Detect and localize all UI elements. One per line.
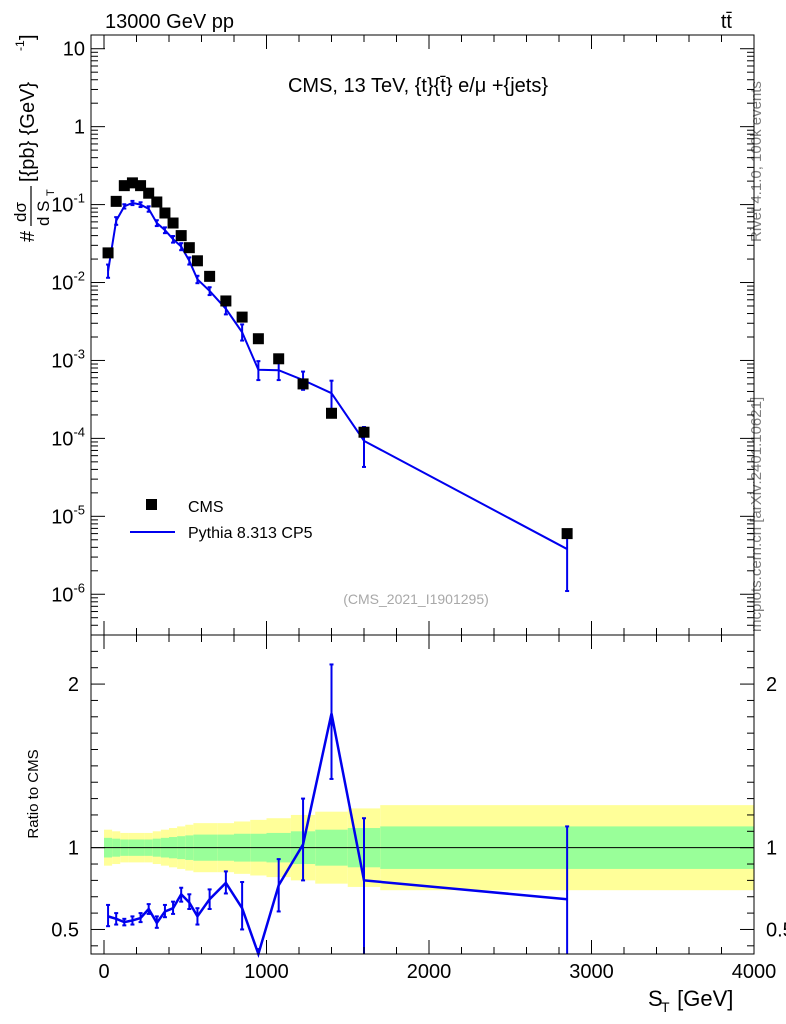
- y-label-hash: #: [17, 230, 39, 242]
- y-label-unit-close: ]: [17, 34, 39, 40]
- y-label-unit-sup: -1: [13, 40, 27, 51]
- upper-plot-frame: [90, 34, 755, 636]
- x-tick-label: 2000: [407, 961, 452, 983]
- upper-y-tick-label: 10-5: [51, 502, 85, 528]
- lower-y-tick-label: 2: [68, 674, 79, 696]
- x-label-sub: T: [661, 999, 670, 1015]
- cms-data-point: [175, 230, 187, 242]
- legend: CMS Pythia 8.313 CP5: [130, 499, 313, 542]
- cms-data-point: [220, 295, 232, 307]
- lower-y-tick-label: 1: [68, 838, 79, 860]
- cms-data-point: [167, 217, 179, 229]
- rivet-version-label: Rivet 4.1.0, 100k events: [748, 81, 765, 242]
- cms-data-point: [151, 196, 163, 208]
- cms-data-point: [358, 426, 370, 438]
- y-label-frac-den: d S: [34, 200, 53, 226]
- upper-y-tick-label: 10-1: [51, 191, 85, 217]
- upper-y-tick-label: 10-6: [51, 580, 85, 606]
- cms-data-point: [118, 180, 130, 192]
- cms-data-point: [110, 195, 122, 207]
- legend-pythia-label: Pythia 8.313 CP5: [188, 525, 313, 542]
- lower-y-tick-label-right: 1: [766, 838, 777, 860]
- cms-data-point: [191, 255, 203, 267]
- y-label-frac-den-sub: T: [45, 189, 57, 196]
- cms-data-point: [273, 353, 285, 365]
- upper-y-tick-label: 10-3: [51, 346, 85, 372]
- x-tick-label: 1000: [244, 961, 289, 983]
- lower-panel: 0.5 0.5 1 1 2 2 0 1000 2000 3000 4000 Ratio to CMS…: [25, 634, 786, 1015]
- y-label-unit: [{pb} {GeV}: [17, 82, 39, 182]
- cms-data-point: [102, 247, 114, 259]
- upper-y-tick-label: 1: [74, 117, 85, 139]
- legend-cms-marker: [146, 499, 157, 510]
- cms-data-point: [143, 187, 155, 199]
- cms-data-point: [159, 207, 171, 219]
- cms-data-point: [252, 333, 264, 345]
- lower-y-tick-label-right: 2: [766, 674, 777, 696]
- x-tick-label: 0: [98, 961, 109, 983]
- upper-y-tick-label: 10-2: [51, 269, 85, 295]
- cms-data-point: [204, 270, 216, 282]
- lower-y-tick-label-right: 0.5: [766, 919, 786, 941]
- cms-data-point: [297, 378, 309, 390]
- x-tick-label: 3000: [569, 961, 614, 983]
- process-label: tt̄: [721, 11, 733, 33]
- x-tick-label: 4000: [732, 961, 777, 983]
- cms-data-point: [183, 242, 195, 254]
- cms-data-point: [561, 528, 573, 540]
- legend-cms-label: CMS: [188, 499, 224, 516]
- cms-data-point: [126, 177, 138, 189]
- cms-data-point: [135, 180, 147, 192]
- x-label-unit: [GeV]: [671, 986, 733, 1011]
- mcplots-label: mcplots.cern.ch [arXiv:2401.10621]: [748, 397, 765, 632]
- upper-y-tick-label: 10: [63, 39, 85, 61]
- upper-panel: 10-6 10-5 10-4 10-3 10-2 10-1 1 10 CMS, 13 TeV,…: [11, 34, 755, 636]
- x-axis-label: S T [GeV]: [648, 986, 733, 1015]
- y-label-frac-num: dσ: [11, 202, 30, 222]
- upper-y-tick-label: 10-4: [51, 424, 85, 450]
- ratio-y-axis-label: Ratio to CMS: [25, 749, 42, 838]
- upper-y-axis-label: # dσ d S T [{pb} {GeV} -1 ]: [11, 34, 57, 242]
- beam-label: 13000 GeV pp: [105, 11, 234, 33]
- cms-data-point: [236, 311, 248, 323]
- lower-plot-frame: [90, 634, 755, 955]
- lower-y-tick-label: 0.5: [51, 919, 79, 941]
- analysis-id: (CMS_2021_I1901295): [343, 591, 489, 607]
- cms-data-point: [326, 407, 337, 419]
- x-label-main: S: [648, 986, 663, 1011]
- plot-title: CMS, 13 TeV, {t}{t̄} e/μ +{jets}: [288, 75, 548, 97]
- pythia-line: [107, 201, 568, 550]
